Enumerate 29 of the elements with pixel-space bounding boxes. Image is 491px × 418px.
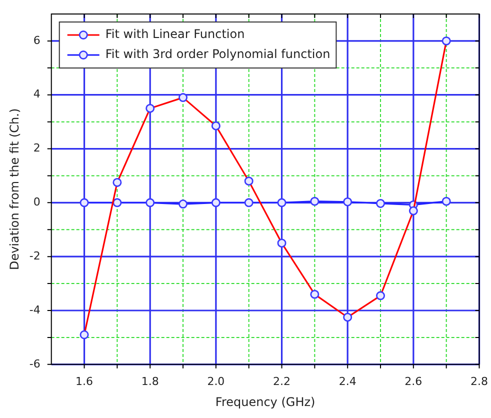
y-tick-label: -6 — [29, 357, 40, 370]
point — [146, 198, 155, 208]
x-tick-label: 2.4 — [338, 374, 356, 388]
x-tick-label: 1.8 — [141, 374, 159, 388]
y-tick-label: 6 — [33, 34, 40, 47]
point — [244, 198, 254, 208]
x-tick-label: 1.6 — [76, 374, 94, 388]
y-tick-label: 2 — [33, 142, 40, 155]
y-tick-label: -4 — [29, 303, 40, 316]
x-tick-label: 2.2 — [273, 374, 291, 388]
point — [376, 198, 386, 208]
point — [80, 198, 89, 208]
point — [178, 200, 188, 209]
point — [343, 197, 352, 206]
point — [442, 196, 451, 206]
x-axis-title: Frequency (GHz) — [215, 394, 316, 409]
point — [112, 198, 122, 208]
x-tick-label: 2.6 — [404, 374, 422, 388]
y-axis-title: Deviation from the fit (Ch.) — [7, 108, 22, 270]
point — [277, 198, 286, 208]
x-tick-label: 2.0 — [207, 374, 225, 388]
legend-label: Fit with Linear Function — [105, 27, 245, 42]
y-tick-label: 0 — [33, 196, 40, 209]
x-tick-label: 2.8 — [470, 374, 488, 388]
y-tick-label: -2 — [29, 249, 40, 262]
point — [310, 196, 320, 206]
legend-label: Fit with 3rd order Polynomial function — [105, 47, 330, 62]
y-tick-label: 4 — [33, 88, 40, 101]
point — [211, 198, 220, 208]
